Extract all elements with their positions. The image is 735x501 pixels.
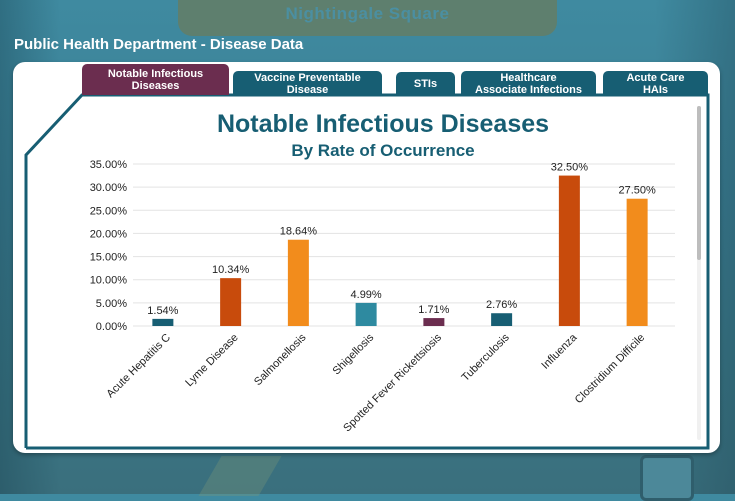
bar-tuberculosis <box>491 313 513 326</box>
bar-spotted-fever-rickettsiosis <box>423 318 445 326</box>
y-tick-label: 20.00% <box>90 228 128 240</box>
y-tick-label: 25.00% <box>90 205 128 217</box>
chart-title: Notable Infectious Diseases <box>216 110 550 138</box>
data-label: 4.99% <box>351 289 382 301</box>
data-label: 10.34% <box>212 264 250 276</box>
panel-border <box>24 93 710 450</box>
tab-label-line2: Disease <box>286 83 329 96</box>
x-tick-label: Influenza <box>539 331 580 372</box>
bar-lyme-disease <box>220 278 242 326</box>
y-tick-label: 35.00% <box>90 159 128 171</box>
tab-notable-infectious-diseases[interactable]: Notable Infectious Diseases <box>82 64 229 95</box>
x-tick-label: Tuberculosis <box>459 331 512 384</box>
tab-label-line1: Acute Care <box>626 71 685 84</box>
x-tick-label: Clostridium Difficile <box>573 332 647 406</box>
tab-stis[interactable]: STIs <box>396 72 455 96</box>
bar-shigellosis <box>355 302 377 326</box>
bar-influenza <box>558 175 580 326</box>
tab-label-line2: HAIs <box>642 83 669 96</box>
tab-label-line2: Associate Infections <box>475 83 582 96</box>
bar-acute-hepatitis-c <box>152 318 174 326</box>
data-label: 1.54% <box>147 305 178 317</box>
data-label: 32.50% <box>551 162 589 174</box>
scrollbar-track[interactable] <box>697 106 701 440</box>
data-label: 18.64% <box>280 226 318 238</box>
scrollbar-thumb[interactable] <box>697 106 701 260</box>
data-label: 2.76% <box>486 299 517 311</box>
data-label: 27.50% <box>618 185 656 197</box>
y-tick-label: 5.00% <box>96 298 127 310</box>
y-tick-label: 10.00% <box>90 275 128 287</box>
x-tick-label: Lyme Disease <box>183 332 240 389</box>
y-tick-label: 30.00% <box>90 182 128 194</box>
tab-healthcare-associate-infections[interactable]: Healthcare Associate Infections <box>461 71 596 96</box>
chart-subtitle: By Rate of Occurrence <box>291 141 475 160</box>
tab-label-line1: Notable Infectious <box>107 67 204 80</box>
data-label: 1.71% <box>418 304 449 316</box>
tab-label-line2: Diseases <box>131 79 180 92</box>
tab-vaccine-preventable-disease[interactable]: Vaccine Preventable Disease <box>233 71 382 96</box>
x-tick-label: Shigellosis <box>331 331 377 377</box>
y-tick-label: 0.00% <box>96 321 127 333</box>
tab-label-line1: Healthcare <box>500 71 557 84</box>
tab-acute-care-hais[interactable]: Acute Care HAIs <box>603 71 708 96</box>
site-header: Nightingale Square <box>178 0 557 36</box>
bar-salmonellosis <box>287 239 309 326</box>
site-name: Nightingale Square <box>285 4 450 23</box>
bar-clostridium-difficile <box>626 198 648 326</box>
page-title: Public Health Department - Disease Data <box>14 36 304 53</box>
tab-label-line1: STIs <box>413 78 438 90</box>
x-tick-label: Acute Hepatitis C <box>104 332 173 401</box>
tab-label-line1: Vaccine Preventable <box>254 71 361 84</box>
x-tick-label: Salmonellosis <box>252 331 309 388</box>
content-card <box>13 62 720 453</box>
y-tick-label: 15.00% <box>90 252 128 264</box>
